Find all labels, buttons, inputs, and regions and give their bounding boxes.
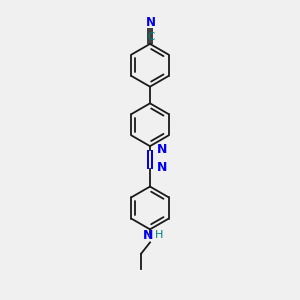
Text: H: H [155,230,163,240]
Text: N: N [157,142,167,156]
Text: C: C [148,32,155,42]
Text: N: N [146,16,156,29]
Text: N: N [142,230,153,242]
Text: N: N [157,161,167,174]
